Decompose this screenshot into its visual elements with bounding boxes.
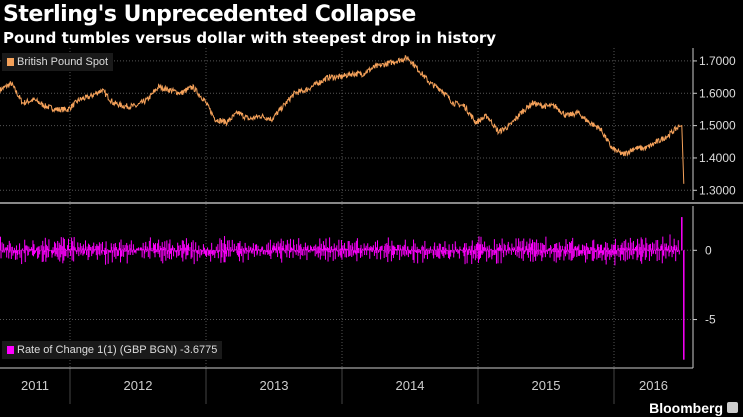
chart-title: Sterling's Unprecedented Collapse	[3, 2, 416, 27]
y-tick-label: 1.3000	[699, 183, 736, 197]
chart-subtitle: Pound tumbles versus dollar with steepes…	[3, 29, 497, 47]
x-tick-label: 2013	[260, 378, 289, 393]
x-tick-label: 2014	[396, 378, 425, 393]
y-tick-label: 1.4000	[699, 151, 736, 165]
y-tick-label: 1.6000	[699, 86, 736, 100]
legend-swatch	[7, 58, 14, 66]
y-tick-label: -5	[705, 313, 716, 327]
legend-label: British Pound Spot	[17, 56, 109, 68]
legend-roc: Rate of Change 1(1) (GBP BGN) -3.6775	[2, 341, 223, 359]
bloomberg-logo: Bloomberg	[649, 400, 723, 416]
bloomberg-icon	[727, 402, 738, 413]
price-line	[0, 54, 685, 184]
legend-swatch	[7, 346, 14, 354]
legend-label: Rate of Change 1(1) (GBP BGN) -3.6775	[17, 344, 218, 356]
y-tick-label: 1.7000	[699, 54, 736, 68]
x-tick-label: 2015	[532, 378, 561, 393]
y-tick-label: 0	[705, 243, 712, 257]
x-tick-label: 2016	[639, 378, 668, 393]
legend-price: British Pound Spot	[2, 53, 114, 71]
x-tick-label: 2012	[124, 378, 153, 393]
x-tick-label: 2011	[21, 378, 49, 393]
y-tick-label: 1.5000	[699, 119, 736, 133]
